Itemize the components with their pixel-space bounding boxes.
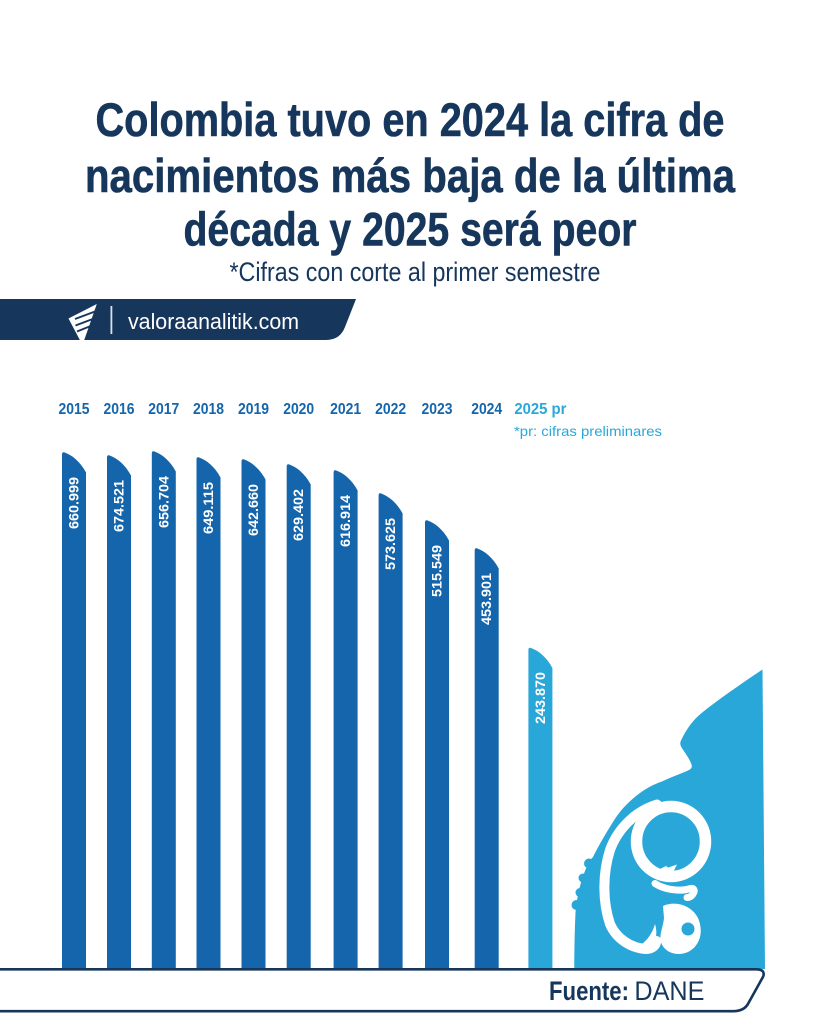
svg-text:656.704: 656.704 xyxy=(156,475,171,528)
svg-text:valoraanalitik.com: valoraanalitik.com xyxy=(128,309,299,334)
svg-text:573.625: 573.625 xyxy=(383,517,398,570)
svg-text:DANE: DANE xyxy=(634,976,704,1006)
svg-text:515.549: 515.549 xyxy=(430,545,445,597)
svg-text:2016: 2016 xyxy=(104,401,135,418)
svg-text:nacimientos más baja de la últ: nacimientos más baja de la última xyxy=(85,150,735,203)
svg-text:2021: 2021 xyxy=(330,401,361,418)
svg-text:Colombia tuvo en 2024 la cifra: Colombia tuvo en 2024 la cifra de xyxy=(96,94,725,147)
svg-text:453.901: 453.901 xyxy=(479,572,494,625)
svg-text:2024: 2024 xyxy=(471,401,502,418)
svg-text:649.115: 649.115 xyxy=(201,481,216,534)
svg-text:2019: 2019 xyxy=(238,401,269,418)
svg-text:2022: 2022 xyxy=(375,401,406,418)
svg-text:Fuente:: Fuente: xyxy=(549,976,629,1006)
svg-text:660.999: 660.999 xyxy=(67,477,82,529)
svg-text:2018: 2018 xyxy=(193,401,224,418)
svg-text:243.870: 243.870 xyxy=(533,672,548,724)
svg-text:*Cifras con corte al primer se: *Cifras con corte al primer semestre xyxy=(230,257,601,287)
svg-text:616.914: 616.914 xyxy=(338,494,353,547)
svg-text:2025 pr: 2025 pr xyxy=(514,401,566,418)
svg-text:2023: 2023 xyxy=(422,401,453,418)
svg-text:2017: 2017 xyxy=(148,401,179,418)
svg-text:629.402: 629.402 xyxy=(291,489,306,541)
svg-text:*pr: cifras preliminares: *pr: cifras preliminares xyxy=(514,423,662,439)
svg-text:2015: 2015 xyxy=(59,401,90,418)
svg-text:década y 2025 será peor: década y 2025 será peor xyxy=(184,204,637,257)
svg-text:674.521: 674.521 xyxy=(112,479,127,532)
svg-text:2020: 2020 xyxy=(283,401,314,418)
svg-text:642.660: 642.660 xyxy=(246,484,261,536)
